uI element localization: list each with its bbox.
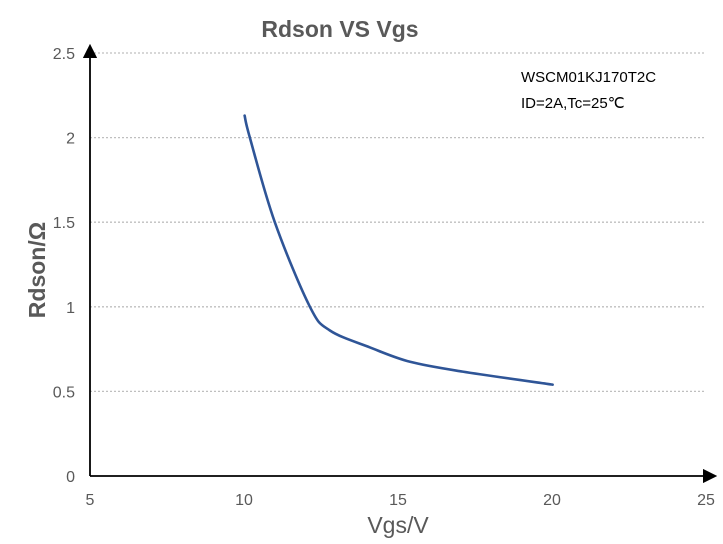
tick-labels: 0 0.5 1 1.5 2 2.5 5 10 15 20 25	[53, 46, 715, 509]
y-tick-label: 2	[66, 131, 75, 148]
y-tick-label: 0	[66, 469, 75, 486]
grid	[90, 52, 706, 393]
annotation-part-number: WSCM01KJ170T2C	[521, 69, 656, 86]
annotation-conditions: ID=2A,Tc=25℃	[521, 95, 625, 112]
y-tick-label: 2.5	[53, 46, 75, 63]
y-tick-label: 1.5	[53, 215, 75, 232]
chart-title: Rdson VS Vgs	[261, 16, 418, 42]
x-tick-label: 5	[86, 492, 95, 509]
x-tick-label: 10	[235, 492, 253, 509]
y-axis-label: Rdson/Ω	[24, 222, 50, 318]
x-axis-label: Vgs/V	[367, 512, 429, 538]
axes	[82, 43, 718, 484]
y-tick-label: 0.5	[53, 384, 75, 401]
x-tick-label: 15	[389, 492, 407, 509]
y-tick-label: 1	[66, 300, 75, 317]
series-line	[243, 114, 554, 386]
x-tick-label: 25	[697, 492, 715, 509]
x-tick-label: 20	[543, 492, 561, 509]
